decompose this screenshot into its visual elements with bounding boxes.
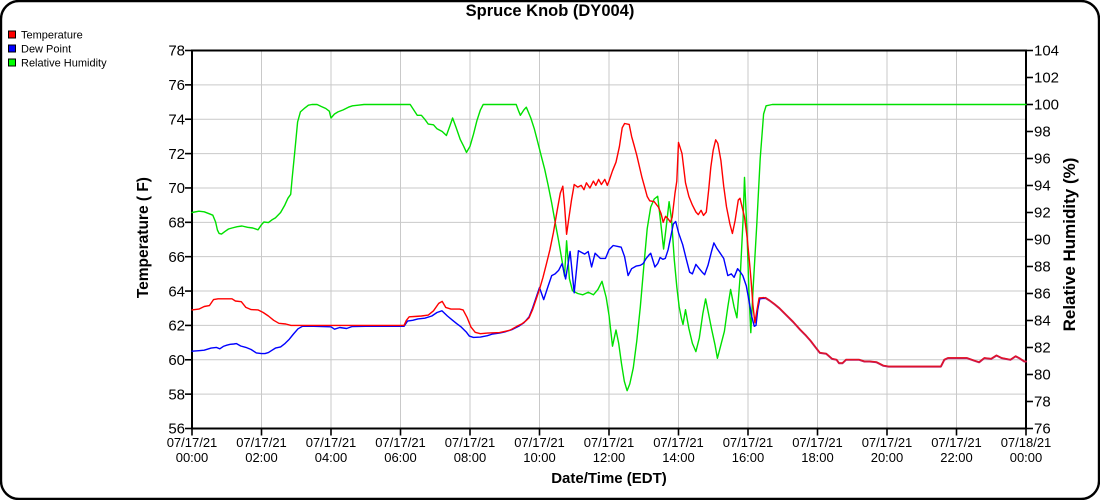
- svg-text:Relative Humidity (%): Relative Humidity (%): [1060, 158, 1079, 332]
- svg-text:86: 86: [1034, 286, 1051, 303]
- svg-text:07/17/21: 07/17/21: [931, 435, 982, 450]
- svg-text:76: 76: [1034, 421, 1051, 438]
- svg-text:98: 98: [1034, 124, 1051, 141]
- svg-text:12:00: 12:00: [593, 450, 626, 465]
- svg-text:68: 68: [168, 215, 185, 232]
- svg-text:07/17/21: 07/17/21: [375, 435, 426, 450]
- svg-text:20:00: 20:00: [871, 450, 904, 465]
- svg-text:88: 88: [1034, 259, 1051, 276]
- svg-text:07/17/21: 07/17/21: [723, 435, 774, 450]
- svg-text:Temperature ( F): Temperature ( F): [135, 177, 152, 298]
- svg-text:92: 92: [1034, 205, 1051, 222]
- svg-text:Dew Point: Dew Point: [21, 44, 71, 56]
- svg-text:00:00: 00:00: [1010, 450, 1043, 465]
- svg-text:10:00: 10:00: [523, 450, 556, 465]
- svg-text:Spruce Knob (DY004): Spruce Knob (DY004): [466, 2, 635, 20]
- svg-text:78: 78: [1034, 394, 1051, 411]
- svg-text:66: 66: [168, 249, 185, 266]
- svg-text:07/17/21: 07/17/21: [792, 435, 843, 450]
- svg-text:16:00: 16:00: [732, 450, 765, 465]
- svg-text:07/17/21: 07/17/21: [862, 435, 913, 450]
- svg-text:102: 102: [1034, 70, 1059, 87]
- svg-text:07/17/21: 07/17/21: [584, 435, 635, 450]
- svg-text:104: 104: [1034, 43, 1059, 60]
- svg-text:74: 74: [168, 111, 185, 128]
- svg-text:00:00: 00:00: [176, 450, 209, 465]
- svg-text:78: 78: [168, 43, 185, 60]
- svg-text:62: 62: [168, 318, 185, 335]
- svg-text:07/17/21: 07/17/21: [653, 435, 704, 450]
- svg-text:56: 56: [168, 421, 185, 438]
- svg-text:07/17/21: 07/17/21: [445, 435, 496, 450]
- svg-text:Temperature: Temperature: [21, 30, 83, 42]
- svg-text:07/17/21: 07/17/21: [514, 435, 565, 450]
- svg-text:76: 76: [168, 77, 185, 94]
- svg-text:14:00: 14:00: [662, 450, 695, 465]
- svg-text:84: 84: [1034, 313, 1051, 330]
- svg-text:64: 64: [168, 283, 185, 300]
- svg-text:22:00: 22:00: [940, 450, 973, 465]
- svg-text:70: 70: [168, 180, 185, 197]
- svg-text:02:00: 02:00: [245, 450, 278, 465]
- svg-text:60: 60: [168, 352, 185, 369]
- svg-text:07/17/21: 07/17/21: [236, 435, 287, 450]
- svg-text:58: 58: [168, 386, 185, 403]
- svg-text:96: 96: [1034, 151, 1051, 168]
- svg-text:100: 100: [1034, 97, 1059, 114]
- svg-text:90: 90: [1034, 232, 1051, 249]
- svg-text:07/18/21: 07/18/21: [1001, 435, 1052, 450]
- svg-text:72: 72: [168, 146, 185, 163]
- svg-text:Relative Humidity: Relative Humidity: [21, 58, 107, 70]
- svg-text:Date/Time (EDT): Date/Time (EDT): [551, 470, 667, 487]
- svg-text:04:00: 04:00: [315, 450, 348, 465]
- svg-text:94: 94: [1034, 178, 1051, 195]
- svg-text:07/17/21: 07/17/21: [306, 435, 357, 450]
- svg-text:06:00: 06:00: [384, 450, 417, 465]
- svg-text:07/17/21: 07/17/21: [167, 435, 218, 450]
- svg-text:08:00: 08:00: [454, 450, 487, 465]
- svg-text:82: 82: [1034, 340, 1051, 357]
- svg-text:80: 80: [1034, 367, 1051, 384]
- svg-text:18:00: 18:00: [801, 450, 834, 465]
